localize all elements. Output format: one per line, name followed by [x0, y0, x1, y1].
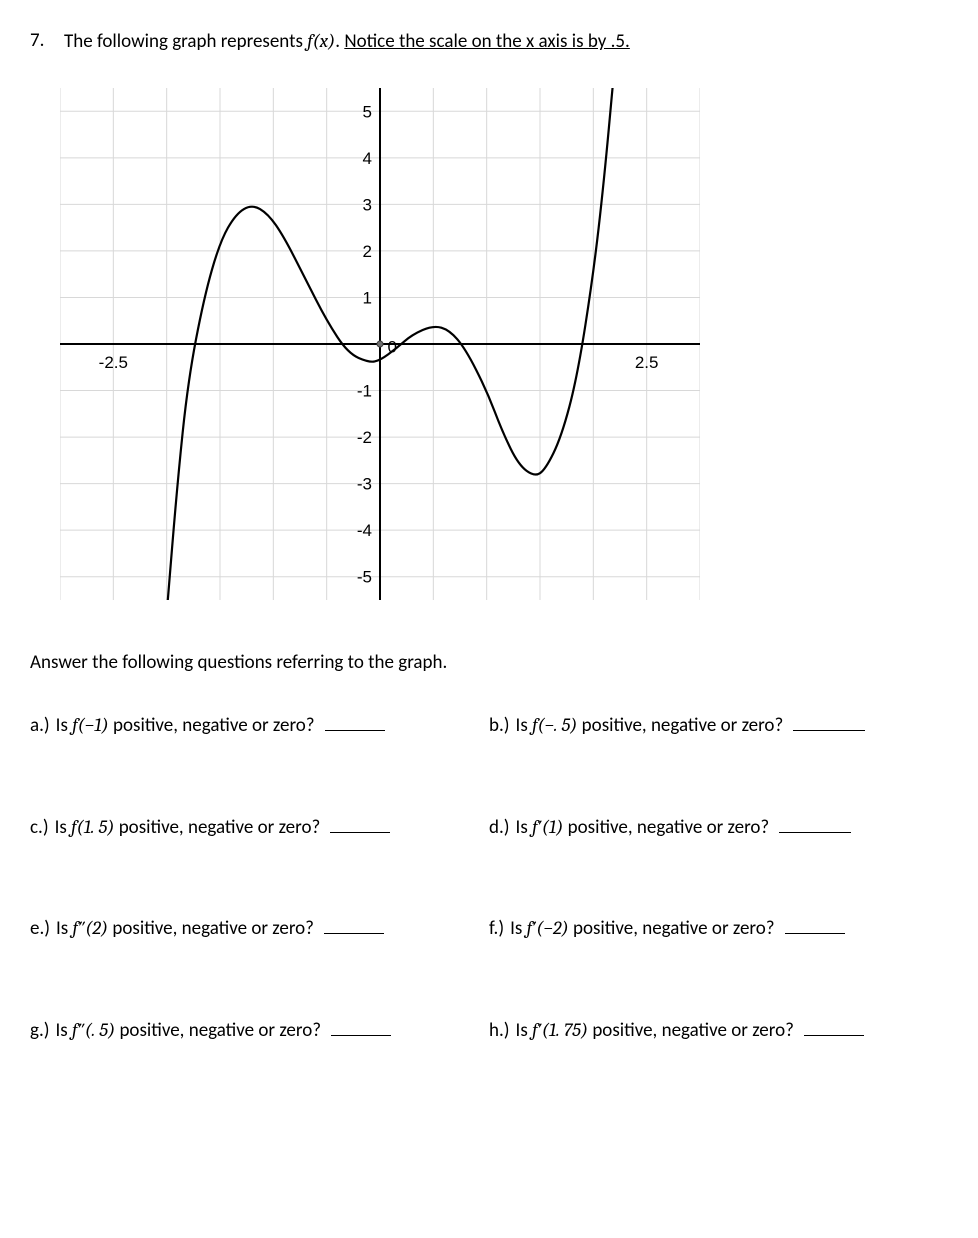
svg-text:1: 1 [363, 288, 372, 307]
problem-header: 7. The following graph represents f(x). … [30, 28, 948, 56]
svg-text:-5: -5 [357, 567, 372, 586]
svg-text:-2.5: -2.5 [99, 353, 128, 372]
q-body: Is f(−1) positive, negative or zero? [56, 712, 315, 740]
q-after: positive, negative or zero? [569, 917, 775, 940]
q-before: Is [516, 816, 533, 839]
q-before: Is [516, 714, 533, 737]
svg-text:-1: -1 [357, 381, 372, 400]
q-label: a.) [30, 713, 50, 740]
q-before: Is [55, 816, 72, 839]
svg-text:-3: -3 [357, 474, 372, 493]
answer-blank[interactable] [330, 814, 390, 833]
answer-blank[interactable] [325, 712, 385, 731]
q-after: positive, negative or zero? [115, 1019, 321, 1042]
answer-blank[interactable] [804, 1017, 864, 1036]
q-label: b.) [489, 713, 510, 740]
q-fn: f(−1) [72, 714, 109, 736]
question-b: b.) Is f(−. 5) positive, negative or zer… [489, 712, 948, 740]
svg-text:2.5: 2.5 [635, 353, 659, 372]
q-body: Is f′(1. 75) positive, negative or zero? [516, 1017, 794, 1045]
chart-container: 54321-1-2-3-4-50-2.52.5 [60, 88, 948, 600]
question-d: d.) Is f′(1) positive, negative or zero? [489, 814, 948, 842]
question-g: g.) Is f″(. 5) positive, negative or zer… [30, 1017, 489, 1045]
question-row: e.) Is f″(2) positive, negative or zero?… [30, 915, 948, 943]
q-label: e.) [30, 916, 50, 943]
question-a: a.) Is f(−1) positive, negative or zero? [30, 712, 489, 740]
function-chart: 54321-1-2-3-4-50-2.52.5 [60, 88, 700, 600]
question-f: f.) Is f′(−2) positive, negative or zero… [489, 915, 948, 943]
q-after: positive, negative or zero? [109, 714, 315, 737]
q-body: Is f(1. 5) positive, negative or zero? [55, 814, 321, 842]
q-fn: f(1. 5) [71, 816, 114, 838]
q-fn: f′(1. 75) [532, 1019, 588, 1041]
questions-grid: a.) Is f(−1) positive, negative or zero?… [30, 712, 948, 1044]
q-before: Is [56, 917, 73, 940]
svg-text:-2: -2 [357, 428, 372, 447]
intro-underlined: Notice the scale on the x axis is by .5. [344, 30, 630, 53]
q-after: positive, negative or zero? [577, 714, 783, 737]
instructions: Answer the following questions referring… [30, 650, 948, 677]
q-before: Is [56, 714, 73, 737]
q-after: positive, negative or zero? [108, 917, 314, 940]
q-fn: f(−. 5) [532, 714, 577, 736]
q-before: Is [516, 1019, 533, 1042]
answer-blank[interactable] [779, 814, 851, 833]
q-fn: f″(2) [73, 917, 109, 939]
q-label: f.) [489, 916, 504, 943]
svg-text:5: 5 [363, 102, 372, 121]
q-label: c.) [30, 815, 49, 842]
answer-blank[interactable] [793, 712, 865, 731]
question-row: a.) Is f(−1) positive, negative or zero?… [30, 712, 948, 740]
q-after: positive, negative or zero? [563, 816, 769, 839]
q-fn: f′(1) [532, 816, 563, 838]
q-body: Is f′(1) positive, negative or zero? [516, 814, 770, 842]
svg-text:-4: -4 [357, 521, 372, 540]
q-body: Is f′(−2) positive, negative or zero? [510, 915, 774, 943]
q-after: positive, negative or zero? [588, 1019, 794, 1042]
intro-before: The following graph represents [64, 30, 307, 53]
q-after: positive, negative or zero? [114, 816, 320, 839]
answer-blank[interactable] [785, 915, 845, 934]
question-e: e.) Is f″(2) positive, negative or zero? [30, 915, 489, 943]
answer-blank[interactable] [324, 915, 384, 934]
question-row: g.) Is f″(. 5) positive, negative or zer… [30, 1017, 948, 1045]
q-fn: f″(. 5) [72, 1019, 115, 1041]
q-fn: f′(−2) [527, 917, 569, 939]
question-c: c.) Is f(1. 5) positive, negative or zer… [30, 814, 489, 842]
svg-text:2: 2 [363, 242, 372, 261]
problem-number: 7. [30, 28, 52, 56]
intro-fn: f(x) [307, 30, 335, 52]
q-before: Is [56, 1019, 73, 1042]
q-body: Is f″(. 5) positive, negative or zero? [56, 1017, 322, 1045]
problem-text: The following graph represents f(x). Not… [64, 28, 948, 56]
svg-text:3: 3 [363, 195, 372, 214]
q-body: Is f(−. 5) positive, negative or zero? [516, 712, 784, 740]
q-label: h.) [489, 1018, 510, 1045]
q-label: g.) [30, 1018, 50, 1045]
q-before: Is [510, 917, 527, 940]
question-row: c.) Is f(1. 5) positive, negative or zer… [30, 814, 948, 842]
q-body: Is f″(2) positive, negative or zero? [56, 915, 314, 943]
question-h: h.) Is f′(1. 75) positive, negative or z… [489, 1017, 948, 1045]
answer-blank[interactable] [331, 1017, 391, 1036]
worksheet-page: 7. The following graph represents f(x). … [0, 0, 978, 1105]
q-label: d.) [489, 815, 510, 842]
svg-text:4: 4 [363, 148, 372, 167]
intro-after: . [335, 30, 344, 53]
